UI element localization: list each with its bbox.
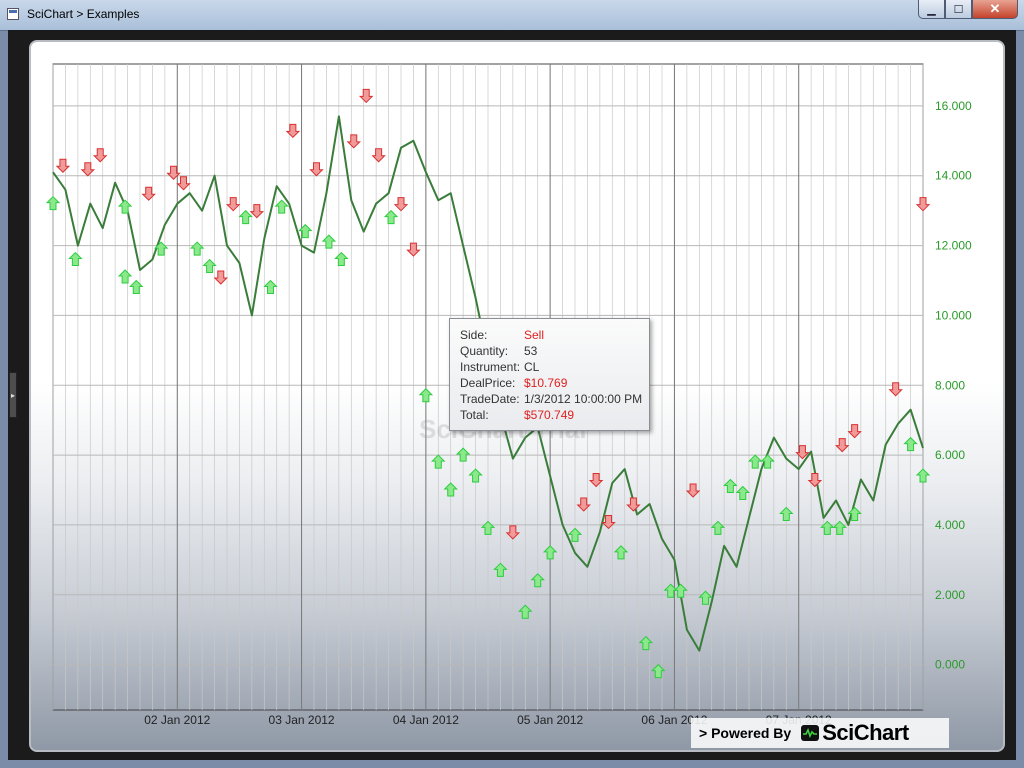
sell-arrow-marker	[685, 483, 701, 498]
y-tick-label: 14.000	[935, 169, 972, 183]
sell-arrow-marker	[309, 162, 324, 177]
buy-arrow-marker	[298, 223, 313, 239]
sell-arrow-marker	[505, 525, 521, 540]
buy-arrow-marker	[613, 545, 629, 560]
buy-arrow-marker	[480, 520, 496, 535]
sell-arrow-marker	[80, 162, 96, 177]
x-tick-label: 03 Jan 2012	[269, 713, 335, 727]
buy-arrow-marker	[542, 545, 558, 560]
sell-arrow-marker	[835, 438, 850, 453]
x-tick-label: 05 Jan 2012	[517, 713, 583, 727]
sell-arrow-marker	[915, 197, 931, 212]
sell-arrow-marker	[358, 88, 374, 104]
buy-arrow-marker	[748, 454, 763, 469]
sell-arrow-marker	[588, 473, 604, 488]
buy-arrow-marker	[760, 454, 775, 469]
powered-by-badge[interactable]: > Powered By SciChart	[691, 718, 949, 748]
buy-arrow-marker	[383, 209, 399, 225]
sell-arrow-marker	[93, 148, 108, 163]
buy-arrow-marker	[431, 454, 446, 469]
y-tick-label: 16.000	[935, 99, 972, 113]
powered-by-brand: SciChart	[822, 720, 909, 745]
buy-arrow-marker	[334, 251, 349, 267]
sell-arrow-marker	[847, 424, 862, 439]
buy-arrow-marker	[117, 269, 133, 284]
buy-arrow-marker	[673, 583, 688, 598]
sell-arrow-marker	[795, 445, 810, 460]
minimize-button[interactable]: ▁	[918, 0, 945, 19]
y-tick-label: 6.000	[935, 448, 965, 462]
powered-by-text: > Powered By	[699, 725, 792, 741]
buy-arrow-marker	[45, 195, 61, 211]
sell-arrow-marker	[213, 270, 228, 285]
buy-arrow-marker	[418, 388, 434, 403]
y-tick-label: 8.000	[935, 378, 965, 392]
buy-arrow-marker	[698, 590, 713, 605]
buy-arrow-marker	[443, 482, 458, 497]
buy-arrow-marker	[735, 485, 750, 501]
trade-tooltip: Side: Sell Quantity: 53 Instrument: CL D…	[449, 318, 650, 431]
sell-arrow-marker	[888, 382, 903, 397]
chart-panel[interactable]: 0.000 2.000 4.000 6.000 8.000 10.000 12.000 14.…	[29, 40, 1005, 752]
buy-arrow-marker	[832, 520, 847, 535]
sell-arrow-marker	[285, 123, 301, 139]
buy-arrow-marker	[518, 604, 533, 619]
maximize-button[interactable]: ☐	[945, 0, 972, 19]
window-title: SciChart > Examples	[27, 7, 140, 21]
buy-arrow-marker	[723, 478, 738, 494]
sell-arrow-marker	[141, 186, 156, 201]
buy-arrow-marker	[651, 663, 666, 679]
title-bar: SciChart > Examples ▁ ☐ ✕	[0, 0, 1024, 31]
x-tick-label: 02 Jan 2012	[144, 713, 210, 727]
y-tick-label: 10.000	[935, 308, 972, 322]
price-chart[interactable]: 0.000 2.000 4.000 6.000 8.000 10.000 12.000 14.…	[31, 42, 1005, 752]
y-tick-label: 12.000	[935, 239, 972, 253]
y-tick-label: 2.000	[935, 588, 965, 602]
sell-arrow-marker	[55, 158, 71, 173]
sell-arrow-marker	[626, 497, 641, 512]
buy-arrow-marker	[129, 279, 144, 294]
buy-arrow-marker	[903, 436, 918, 452]
sell-arrow-marker	[176, 176, 191, 191]
buy-arrow-marker	[321, 234, 337, 249]
buy-arrow-marker	[468, 468, 483, 483]
buy-arrow-marker	[189, 241, 205, 256]
buy-arrow-marker	[202, 258, 217, 274]
buy-arrow-marker	[493, 562, 508, 577]
app-icon	[7, 8, 19, 20]
sell-arrow-marker	[371, 148, 386, 163]
sell-arrow-marker	[166, 165, 181, 180]
buy-arrow-marker	[263, 279, 278, 294]
expand-handle[interactable]: ▸	[9, 372, 17, 418]
buy-arrow-marker	[847, 506, 862, 521]
buy-arrow-marker	[567, 527, 583, 542]
window-controls: ▁ ☐ ✕	[918, 0, 1018, 20]
buy-arrow-marker	[274, 199, 289, 214]
sell-arrow-marker	[601, 514, 616, 530]
sell-arrow-marker	[406, 242, 421, 257]
buy-arrow-marker	[779, 506, 794, 521]
buy-arrow-marker	[153, 241, 169, 256]
buy-arrow-marker	[117, 199, 133, 214]
buy-arrow-marker	[238, 209, 253, 225]
y-tick-label: 0.000	[935, 658, 965, 672]
close-button[interactable]: ✕	[972, 0, 1018, 19]
buy-arrow-marker	[710, 520, 726, 535]
scichart-logo-icon	[801, 725, 820, 741]
buy-arrow-marker	[915, 468, 931, 483]
buy-arrow-marker	[820, 520, 835, 535]
sell-arrow-marker	[249, 204, 265, 219]
buy-arrow-marker	[638, 635, 654, 651]
sell-arrow-marker	[576, 497, 591, 512]
sell-arrow-marker	[346, 134, 361, 149]
sell-arrow-marker	[807, 473, 823, 488]
y-tick-label: 4.000	[935, 518, 965, 532]
buy-arrow-marker	[530, 573, 545, 588]
sell-arrow-marker	[226, 197, 241, 212]
buy-arrow-marker	[455, 447, 471, 462]
buy-arrow-marker	[68, 251, 83, 267]
x-tick-label: 04 Jan 2012	[393, 713, 459, 727]
sell-arrow-marker	[393, 197, 409, 212]
